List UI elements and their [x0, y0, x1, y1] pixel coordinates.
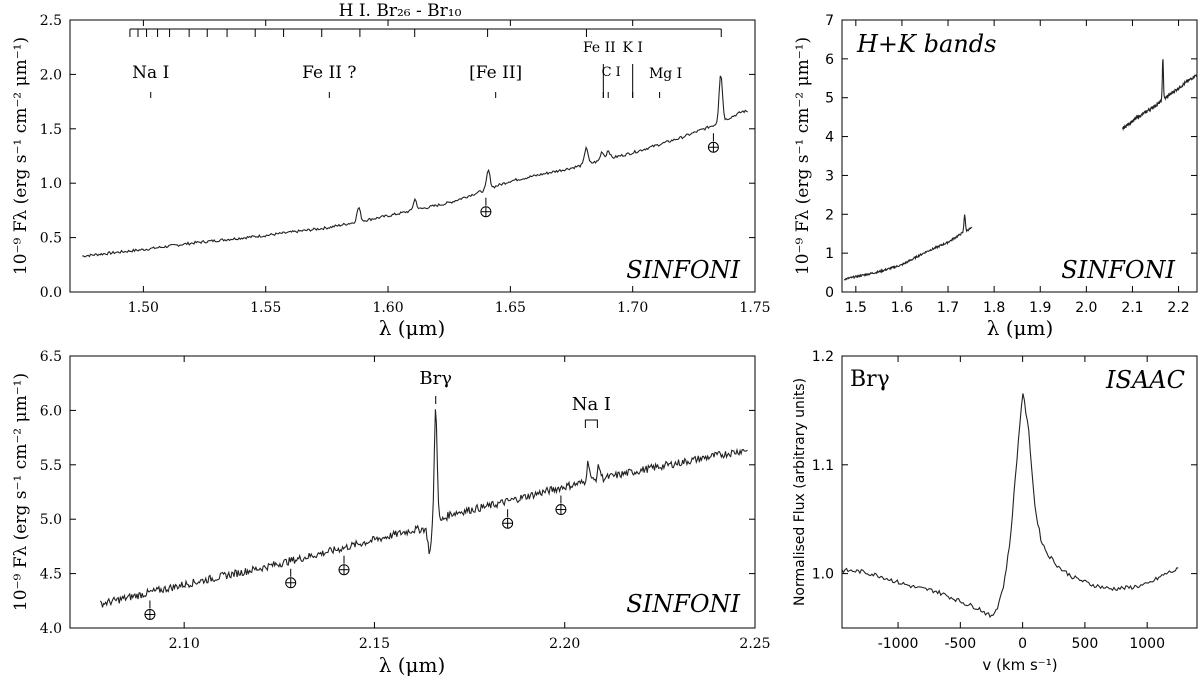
line-label: Na I	[132, 63, 169, 83]
y-tick-label: 6.5	[40, 349, 62, 365]
x-tick-label: 1.6	[891, 300, 913, 316]
y-axis-label: 10⁻⁹ Fλ (erg s⁻¹ cm⁻² μm⁻¹)	[11, 373, 31, 611]
y-tick-label: 4.5	[40, 567, 62, 583]
h-band-spectrum-line	[82, 75, 749, 258]
line-label: K I	[622, 40, 642, 56]
line-label: Fe II	[583, 40, 616, 56]
x-tick-label: 1.7	[937, 300, 959, 316]
line-label: Brγ	[419, 368, 452, 389]
x-tick-label: -1000	[878, 636, 919, 652]
y-tick-label: 1.0	[812, 567, 834, 583]
panel-h-band-frame	[69, 19, 756, 293]
x-tick-label: 2.15	[359, 636, 390, 652]
x-tick-label: 1.75	[739, 300, 770, 316]
panel-k-band-frame	[69, 355, 756, 629]
line-label: C I	[602, 65, 621, 80]
instrument-label: SINFONI	[1061, 256, 1175, 284]
y-tick-label: 1.2	[812, 349, 834, 365]
y-tick-label: 6	[825, 52, 834, 68]
x-tick-label: 1.55	[250, 300, 281, 316]
panel-hk-overview: 1.5 1.6 1.7 1.8 1.9 2.0 2.1 2.2 0 1 2 3 4 5 6 7 H+K ban…	[793, 13, 1198, 340]
x-tick-label: 2.10	[169, 636, 200, 652]
panel-title: H+K bands	[856, 30, 996, 58]
line-label: Na I	[572, 394, 611, 415]
instrument-label: ISAAC	[1105, 366, 1185, 394]
y-tick-label: 0	[825, 285, 834, 301]
x-tick-label: 1.60	[372, 300, 403, 316]
instrument-label: SINFONI	[626, 256, 740, 284]
x-axis-label: λ (μm)	[987, 316, 1054, 340]
x-tick-label: 1.50	[128, 300, 159, 316]
panel-k-band: 2.10 2.15 2.20 2.25 4.0 4.5 5.0 5.5 6.0 6.5 Brγ Na…	[11, 349, 771, 677]
panel-brg-profile: -1000 -500 0 500 1000 1.0 1.1 1.2 Brγ ISAAC v (…	[792, 349, 1198, 674]
x-tick-label: 1000	[1129, 636, 1165, 652]
x-tick-label: 1.5	[845, 300, 867, 316]
hi-series-header: H I. Br₂₆ - Br₁₀	[339, 1, 462, 21]
line-label: Fe II ?	[302, 63, 356, 83]
y-tick-label: 1.5	[40, 122, 62, 138]
y-tick-label: 5.0	[40, 512, 62, 528]
y-axis-label: Normalised Flux (arbitrary units)	[792, 378, 808, 606]
x-axis-label: v (km s⁻¹)	[982, 656, 1057, 674]
x-tick-label: 1.70	[617, 300, 648, 316]
panel-hk-frame	[841, 19, 1198, 293]
line-label: Mg I	[649, 66, 682, 82]
x-tick-label: 2.0	[1075, 300, 1097, 316]
x-tick-label: 1.65	[495, 300, 526, 316]
y-tick-label: 1.1	[812, 458, 834, 474]
brg-profile-line	[841, 393, 1179, 619]
y-tick-label: 2.0	[40, 67, 62, 83]
x-axis-label: λ (μm)	[379, 316, 446, 340]
y-tick-label: 4	[825, 130, 834, 146]
y-tick-label: 5.5	[40, 458, 62, 474]
x-tick-label: 500	[1072, 636, 1099, 652]
k-band-spectrum-line	[99, 409, 748, 608]
y-tick-label: 5	[825, 91, 834, 107]
x-tick-label: 2.20	[549, 636, 580, 652]
h-segment-line	[843, 214, 973, 281]
panel-brg-frame	[841, 355, 1198, 629]
x-tick-label: 1.8	[983, 300, 1005, 316]
y-tick-label: 0.0	[40, 285, 62, 301]
y-tick-label: 2	[825, 207, 834, 223]
y-tick-label: 7	[825, 13, 834, 29]
na-doublet-bracket	[584, 419, 598, 428]
y-tick-label: 0.5	[40, 231, 62, 247]
x-tick-label: 2.1	[1121, 300, 1143, 316]
y-tick-label: 1	[825, 246, 834, 262]
x-axis-label: λ (μm)	[379, 653, 446, 677]
k-segment-line	[1122, 59, 1198, 132]
y-axis-label: 10⁻⁹ Fλ (erg s⁻¹ cm⁻² μm⁻¹)	[11, 37, 31, 275]
y-tick-label: 2.5	[40, 13, 62, 29]
x-tick-label: 0	[1018, 636, 1027, 652]
panel-title: Brγ	[850, 367, 890, 392]
y-tick-label: 3	[825, 168, 834, 184]
x-tick-label: 2.25	[739, 636, 770, 652]
x-tick-label: -500	[944, 636, 976, 652]
y-tick-label: 1.0	[40, 176, 62, 192]
panel-h-band: 1.50 1.55 1.60 1.65 1.70 1.75 0.0 0.5 1.0 1.5 2.0 2…	[11, 1, 771, 340]
x-tick-label: 2.2	[1167, 300, 1189, 316]
y-tick-label: 4.0	[40, 621, 62, 637]
y-tick-label: 6.0	[40, 403, 62, 419]
instrument-label: SINFONI	[626, 590, 740, 618]
x-tick-label: 1.9	[1029, 300, 1051, 316]
y-axis-label: 10⁻⁹ Fλ (erg s⁻¹ cm⁻² μm⁻¹)	[793, 37, 813, 275]
line-label: [Fe II]	[469, 63, 522, 83]
